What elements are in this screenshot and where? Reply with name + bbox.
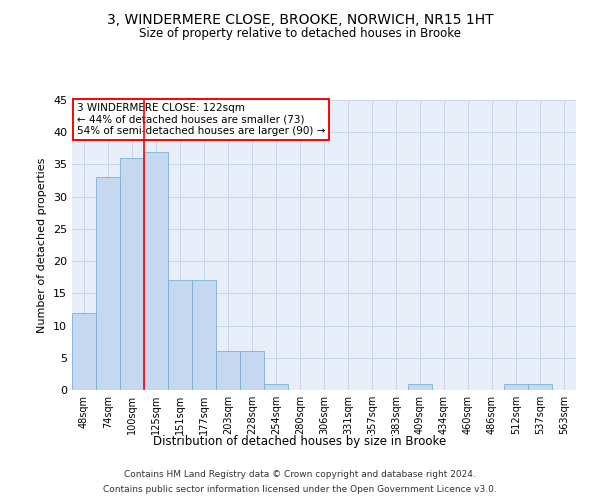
Text: Distribution of detached houses by size in Brooke: Distribution of detached houses by size … <box>154 435 446 448</box>
Y-axis label: Number of detached properties: Number of detached properties <box>37 158 47 332</box>
Bar <box>528 384 552 390</box>
Bar <box>192 280 216 390</box>
Text: 3, WINDERMERE CLOSE, BROOKE, NORWICH, NR15 1HT: 3, WINDERMERE CLOSE, BROOKE, NORWICH, NR… <box>107 12 493 26</box>
Bar <box>408 384 432 390</box>
Text: 3 WINDERMERE CLOSE: 122sqm
← 44% of detached houses are smaller (73)
54% of semi: 3 WINDERMERE CLOSE: 122sqm ← 44% of deta… <box>77 103 325 136</box>
Bar <box>504 384 528 390</box>
Text: Contains public sector information licensed under the Open Government Licence v3: Contains public sector information licen… <box>103 485 497 494</box>
Text: Contains HM Land Registry data © Crown copyright and database right 2024.: Contains HM Land Registry data © Crown c… <box>124 470 476 479</box>
Bar <box>264 384 288 390</box>
Bar <box>96 178 120 390</box>
Bar <box>72 312 96 390</box>
Bar <box>120 158 144 390</box>
Bar <box>144 152 168 390</box>
Bar <box>240 352 264 390</box>
Text: Size of property relative to detached houses in Brooke: Size of property relative to detached ho… <box>139 28 461 40</box>
Bar <box>168 280 192 390</box>
Bar <box>216 352 240 390</box>
